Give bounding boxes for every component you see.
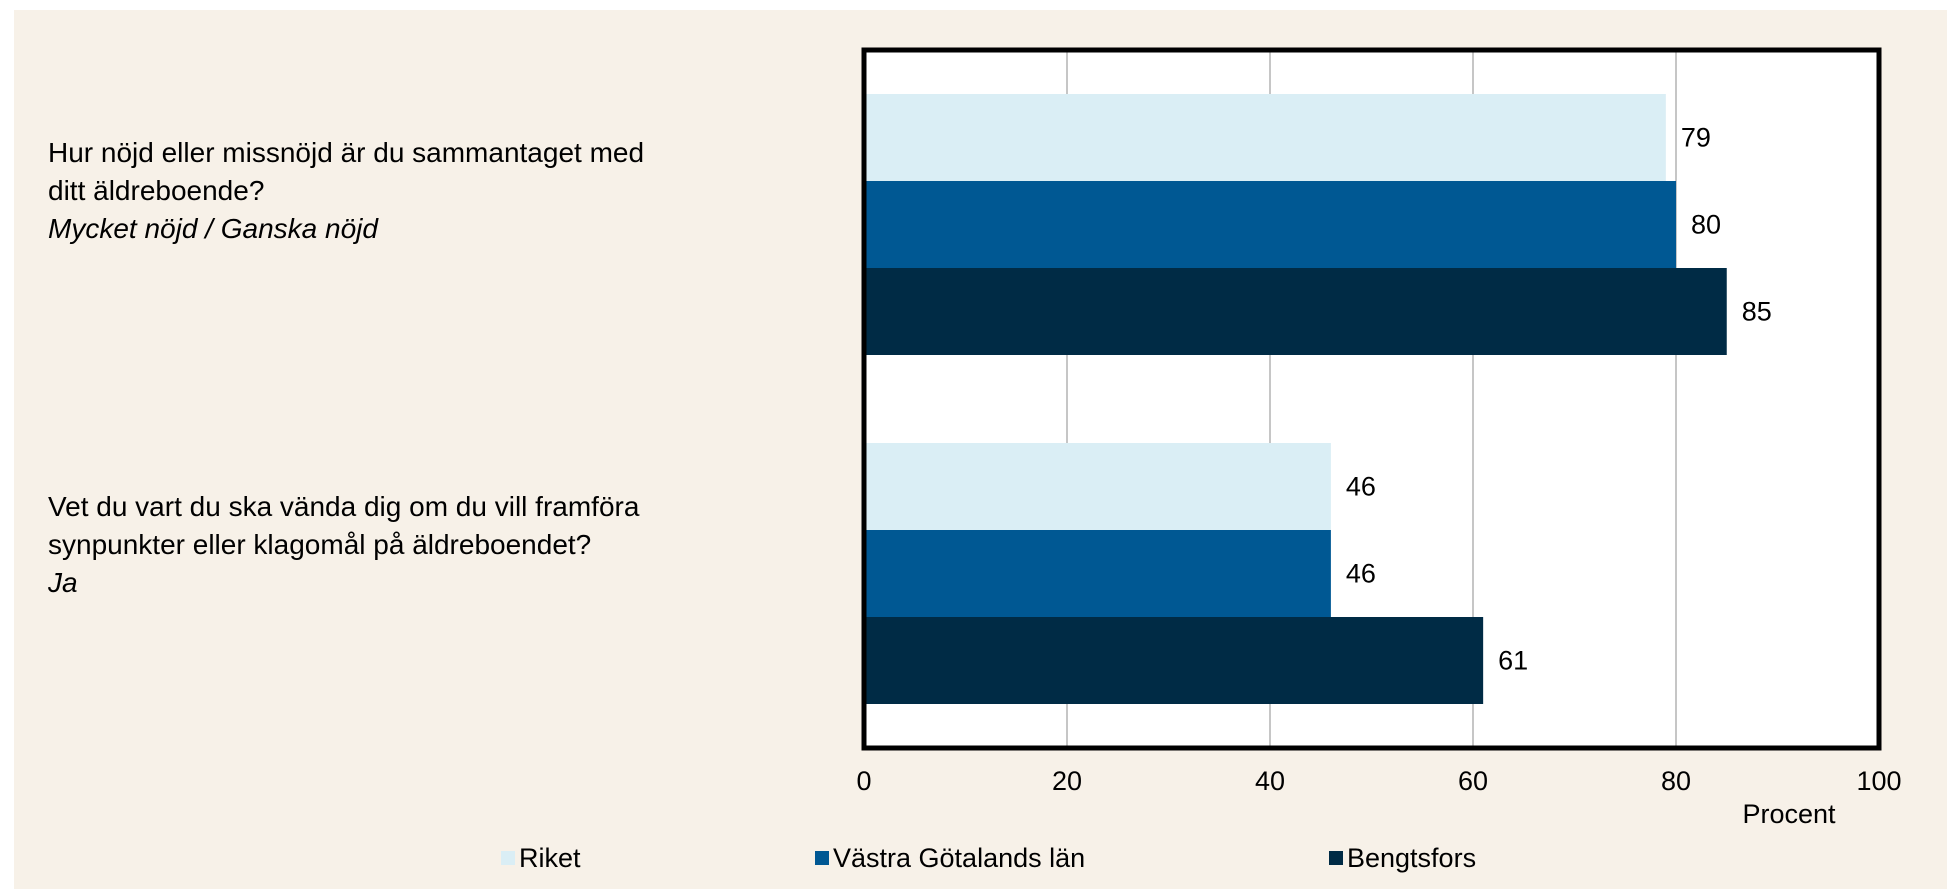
bar: [864, 443, 1331, 530]
data-label: 85: [1742, 297, 1772, 327]
legend-label: Västra Götalands län: [833, 842, 1086, 873]
category-answer: Ja: [48, 567, 78, 598]
legend-swatch: [501, 851, 515, 865]
data-label: 80: [1691, 210, 1721, 240]
bar-chart: 79 80 85 46 46 61 0 20 40 60 80 100 Procent: [856, 47, 1902, 829]
legend-label: Bengtsfors: [1347, 842, 1477, 873]
legend-item-riket: Riket: [501, 842, 581, 874]
bar: [864, 530, 1331, 617]
data-label: 79: [1681, 123, 1711, 153]
x-tick-label: 20: [1052, 766, 1082, 796]
bar: [864, 617, 1484, 704]
category-answer: Mycket nöjd / Ganska nöjd: [48, 213, 378, 244]
x-tick-label: 100: [1856, 766, 1901, 796]
category-question: Hur nöjd eller missnöjd är du sammantage…: [48, 137, 645, 206]
category-question: Vet du vart du ska vända dig om du vill …: [48, 491, 640, 560]
legend-item-bengtsfors: Bengtsfors: [1329, 842, 1476, 874]
bar: [864, 181, 1676, 268]
x-tick-label: 60: [1458, 766, 1488, 796]
category-label-complaints: Vet du vart du ska vända dig om du vill …: [48, 488, 648, 602]
plot-frame: [861, 47, 1882, 751]
legend-swatch: [1329, 851, 1343, 865]
category-label-satisfaction: Hur nöjd eller missnöjd är du sammantage…: [48, 134, 648, 248]
legend-item-vastra-gotaland: Västra Götalands län: [815, 842, 1085, 874]
legend-swatch: [815, 851, 829, 865]
x-tick-label: 0: [856, 766, 871, 796]
x-tick-label: 40: [1255, 766, 1285, 796]
legend-label: Riket: [519, 842, 581, 873]
chart-panel: 79 80 85 46 46 61 0 20 40 60 80 100 Procent Hur nöjd…: [14, 10, 1947, 889]
data-label: 61: [1498, 646, 1528, 676]
bar: [864, 268, 1727, 355]
x-tick-label: 80: [1661, 766, 1691, 796]
data-label: 46: [1346, 472, 1376, 502]
data-label: 46: [1346, 559, 1376, 589]
bar: [864, 94, 1666, 181]
x-axis-label: Procent: [1742, 799, 1836, 829]
